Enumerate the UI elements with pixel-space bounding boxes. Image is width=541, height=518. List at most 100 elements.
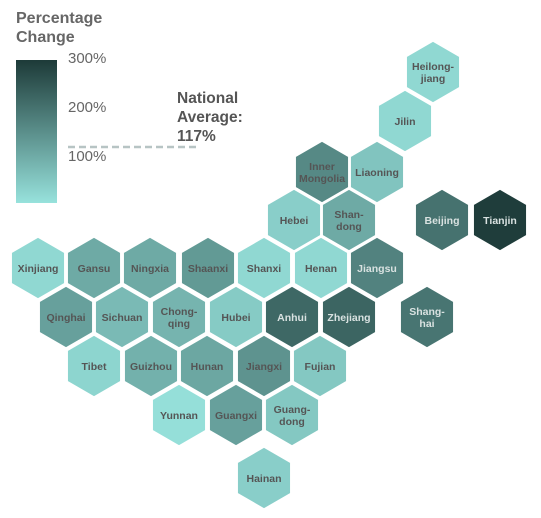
hex-tile-yunnan: Yunnan	[151, 383, 207, 447]
hex-tile-hainan: Hainan	[236, 446, 292, 510]
hex-cell-chongqing	[151, 285, 207, 349]
hex-label-xinjiang: Xinjiang	[18, 263, 59, 275]
hex-cell-hunan	[179, 334, 235, 398]
hex-label-guangdong: Guang-	[274, 404, 311, 416]
hex-tile-jiangxi: Jiangxi	[236, 334, 292, 398]
hex-label-tibet: Tibet	[82, 361, 107, 373]
hex-tile-jilin: Jilin	[377, 89, 433, 153]
legend-title-line-2: Change	[16, 29, 75, 46]
hex-cell-shandong	[321, 188, 377, 252]
hex-cell-guangxi	[208, 383, 264, 447]
hex-label-beijing: Beijing	[424, 215, 459, 227]
hex-tile-gansu: Gansu	[66, 236, 122, 300]
national-average-value: 117%	[177, 128, 216, 145]
hex-cell-guizhou	[123, 334, 179, 398]
hex-tile-fujian: Fujian	[292, 334, 348, 398]
hex-cell-hebei	[266, 188, 322, 252]
hex-tile-beijing: Beijing	[414, 188, 470, 252]
hex-tile-guizhou: Guizhou	[123, 334, 179, 398]
hex-tile-shandong: Shan-dong	[321, 188, 377, 252]
hex-label-inner-mongolia: Mongolia	[299, 173, 345, 185]
hex-label-shandong: dong	[336, 221, 362, 233]
hex-label-liaoning: Liaoning	[355, 167, 399, 179]
hex-cell-jilin	[377, 89, 433, 153]
hex-tile-liaoning: Liaoning	[349, 140, 405, 204]
hex-tile-ningxia: Ningxia	[122, 236, 178, 300]
hex-label-shanghai: hai	[419, 318, 434, 330]
hex-label-jilin: Jilin	[394, 116, 415, 128]
hex-cell-xinjiang	[10, 236, 66, 300]
hex-tile-shanghai: Shang-hai	[399, 285, 455, 349]
hex-tile-anhui: Anhui	[264, 285, 320, 349]
hex-tile-qinghai: Qinghai	[38, 285, 94, 349]
hex-label-hunan: Hunan	[191, 361, 224, 373]
hex-label-shanghai: Shang-	[409, 306, 445, 318]
hex-label-shaanxi: Shaanxi	[188, 263, 228, 275]
hex-cell-qinghai	[38, 285, 94, 349]
hex-label-hainan: Hainan	[246, 473, 281, 485]
hex-label-yunnan: Yunnan	[160, 410, 198, 422]
hex-cell-fujian	[292, 334, 348, 398]
hex-cell-jiangxi	[236, 334, 292, 398]
hex-tile-tibet: Tibet	[66, 334, 122, 398]
hex-cell-tibet	[66, 334, 122, 398]
hex-label-shanxi: Shanxi	[247, 263, 282, 275]
hex-label-sichuan: Sichuan	[102, 312, 143, 324]
hex-cell-inner-mongolia	[294, 140, 350, 204]
hex-tile-hebei: Hebei	[266, 188, 322, 252]
hex-label-jiangsu: Jiangsu	[357, 263, 397, 275]
legend-color-ramp	[16, 60, 57, 203]
hex-tile-henan: Henan	[293, 236, 349, 300]
hex-cell-zhejiang	[321, 285, 377, 349]
hex-label-fujian: Fujian	[305, 361, 336, 373]
national-average-label-line-1: National	[177, 90, 238, 107]
legend-tick-label: 100%	[68, 148, 106, 165]
hex-cell-sichuan	[94, 285, 150, 349]
hex-cell-anhui	[264, 285, 320, 349]
hex-label-tianjin: Tianjin	[483, 215, 517, 227]
hex-label-guizhou: Guizhou	[130, 361, 172, 373]
hex-cell-heilongjiang	[405, 40, 461, 104]
hex-label-qinghai: Qinghai	[46, 312, 85, 324]
hex-tile-zhejiang: Zhejiang	[321, 285, 377, 349]
legend-tick-label: 200%	[68, 99, 106, 116]
hex-cell-tianjin	[472, 188, 528, 252]
hex-label-guangdong: dong	[279, 416, 305, 428]
hex-cell-hubei	[208, 285, 264, 349]
national-average: National Average: 117%	[68, 90, 243, 149]
hex-cell-gansu	[66, 236, 122, 300]
hex-label-guangxi: Guangxi	[215, 410, 257, 422]
hex-tile-guangxi: Guangxi	[208, 383, 264, 447]
hex-cell-ningxia	[122, 236, 178, 300]
hex-tile-guangdong: Guang-dong	[264, 383, 320, 447]
hex-tile-heilongjiang: Heilong-jiang	[405, 40, 461, 104]
hex-label-jiangxi: Jiangxi	[246, 361, 282, 373]
hex-label-shandong: Shan-	[334, 209, 364, 221]
hex-cell-shaanxi	[180, 236, 236, 300]
hex-label-henan: Henan	[305, 263, 337, 275]
hex-tile-hubei: Hubei	[208, 285, 264, 349]
hex-label-anhui: Anhui	[277, 312, 307, 324]
hex-cell-hainan	[236, 446, 292, 510]
hex-cell-guangdong	[264, 383, 320, 447]
hex-cell-shanghai	[399, 285, 455, 349]
hex-cell-beijing	[414, 188, 470, 252]
hex-tile-sichuan: Sichuan	[94, 285, 150, 349]
hex-label-hubei: Hubei	[221, 312, 250, 324]
hex-label-heilongjiang: jiang	[420, 73, 446, 85]
hex-tile-chongqing: Chong-qing	[151, 285, 207, 349]
hex-label-gansu: Gansu	[78, 263, 111, 275]
hex-label-heilongjiang: Heilong-	[412, 61, 454, 73]
hex-label-zhejiang: Zhejiang	[327, 312, 370, 324]
hex-cell-henan	[293, 236, 349, 300]
hex-tile-shaanxi: Shaanxi	[180, 236, 236, 300]
hex-label-inner-mongolia: Inner	[309, 161, 335, 173]
hex-label-hebei: Hebei	[280, 215, 309, 227]
hex-cell-shanxi	[236, 236, 292, 300]
hex-tile-shanxi: Shanxi	[236, 236, 292, 300]
hex-tile-xinjiang: Xinjiang	[10, 236, 66, 300]
hex-label-chongqing: qing	[168, 318, 190, 330]
hex-label-chongqing: Chong-	[161, 306, 198, 318]
